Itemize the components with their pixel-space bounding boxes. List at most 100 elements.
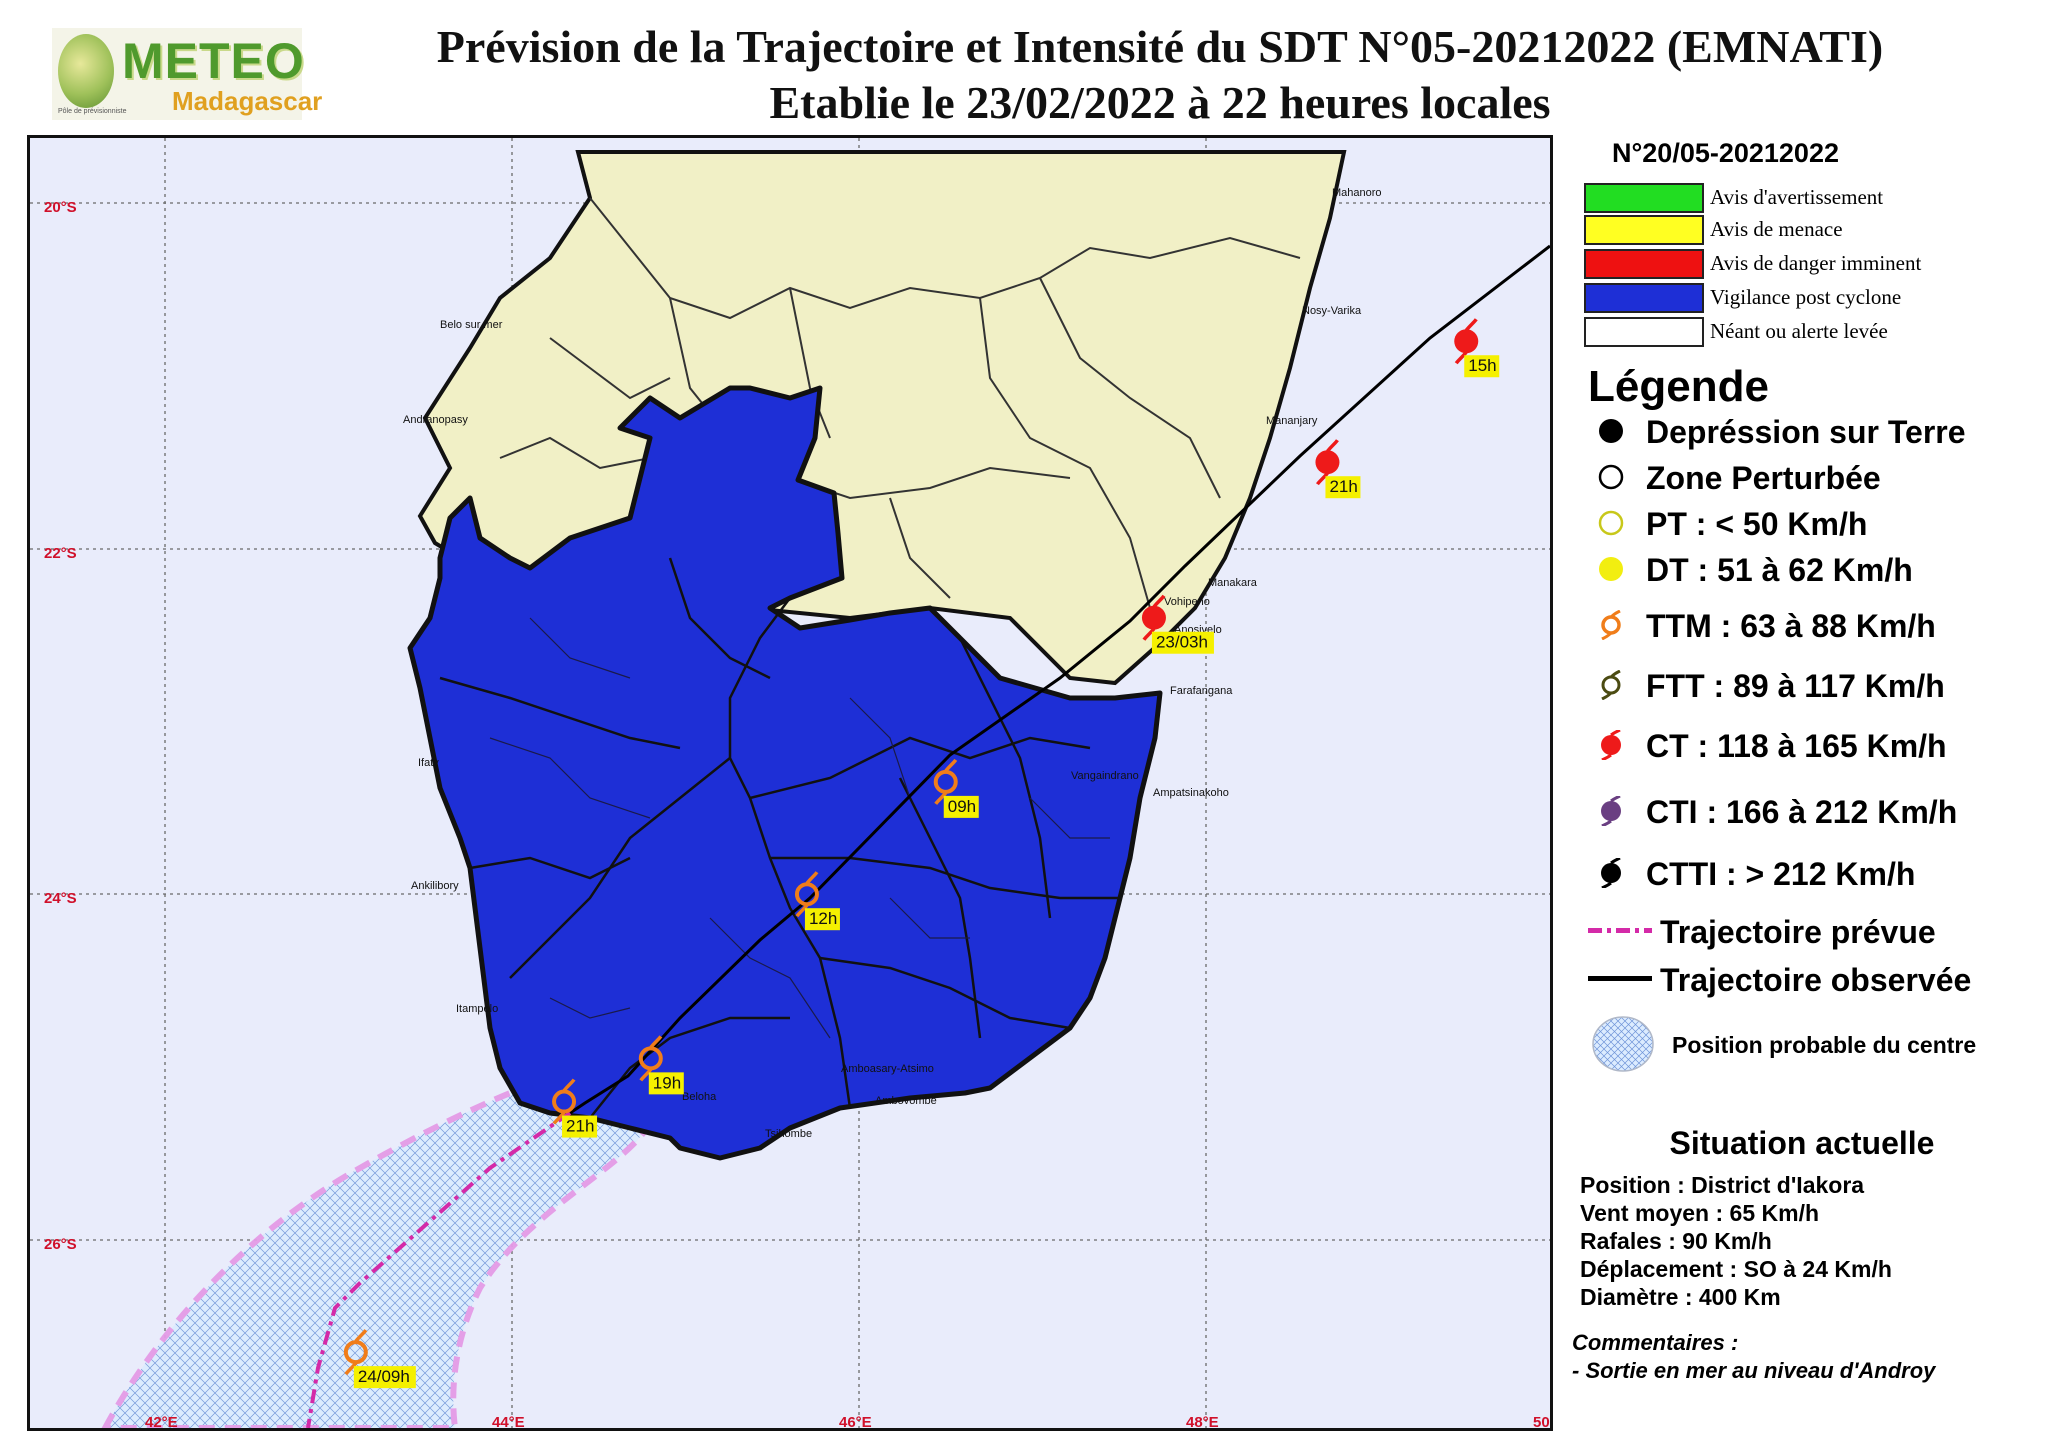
forecast-track-legend-icon [1588, 928, 1652, 933]
legend-row: PT : < 50 Km/h [1588, 502, 2028, 546]
lat-label: 22°S [44, 545, 77, 562]
legend-label: Position probable du centre [1672, 1032, 1977, 1058]
legend-label: FTT : 89 à 117 Km/h [1646, 668, 1945, 704]
filled-black-dot-icon [1599, 419, 1623, 443]
legend-row: Trajectoire observée [1588, 958, 2028, 1002]
time-tag-label: 21h [1329, 477, 1357, 496]
time-tag-label: 21h [566, 1117, 594, 1136]
time-tag: 19h [648, 1072, 684, 1095]
hollow-yellow-circle-icon [1598, 510, 1624, 536]
time-tag-label: 23/03h [1156, 633, 1208, 652]
alert-row: Vigilance post cyclone [1582, 283, 2002, 313]
legend-label: CTI : 166 à 212 Km/h [1646, 794, 1958, 830]
time-tag: 09h [943, 795, 979, 818]
forecast-track-line [306, 1111, 572, 1428]
city-label: Vangaindrano [1071, 770, 1139, 782]
city-label: Vohipeno [1164, 596, 1210, 608]
alert-row: Avis d'avertissement [1582, 183, 2002, 213]
district-borders-south-thin [489, 617, 1110, 1039]
filled-yellow-dot-icon [1599, 557, 1623, 581]
logo-tagline: Pôle de prévisionniste [58, 108, 127, 115]
orange-cyclone-icon [1601, 610, 1621, 640]
cyclone-position-marker [794, 871, 819, 918]
time-tag: 15h [1464, 355, 1500, 378]
globe-icon [58, 34, 114, 108]
lon-label: 44°E [492, 1414, 525, 1428]
cyclone-position-marker [343, 1329, 368, 1376]
lat-label: 26°S [44, 1236, 77, 1253]
legend-row: DT : 51 à 62 Km/h [1588, 548, 2028, 592]
logo-subtext: Madagascar [172, 86, 323, 116]
legend-row: Trajectoire prévue [1588, 910, 2028, 954]
track-markers: 15h 21h 23/03h 09h 12h 19h 21h 24/09h [343, 318, 1500, 1389]
bulletin-number: N°20/05-20212022 [1612, 138, 1839, 168]
hollow-circle-icon [1598, 464, 1624, 490]
alert-swatch [1584, 317, 1704, 347]
city-label: Ampatsinakoho [1153, 787, 1229, 799]
time-tag-label: 19h [653, 1073, 681, 1092]
time-tag: 24/09h [353, 1366, 416, 1389]
alert-row: Néant ou alerte levée [1582, 317, 2002, 347]
red-cyclone-icon [1601, 730, 1621, 760]
meteo-madagascar-logo: METEO Madagascar Pôle de prévisionniste [52, 28, 322, 120]
city-label: Ankilibory [411, 880, 459, 892]
city-label: Itampolo [456, 1003, 498, 1015]
city-label: Amboasary-Atsimo [841, 1063, 934, 1075]
situation-line: Diamètre : 400 Km [1580, 1284, 1781, 1310]
time-tag-label: 24/09h [358, 1367, 410, 1386]
situation-line: Déplacement : SO à 24 Km/h [1580, 1256, 1892, 1282]
city-labels: Mahanoro Nosy-Varika Belo sur mer Andran… [403, 187, 1382, 1140]
situation-line: Rafales : 90 Km/h [1580, 1228, 1772, 1254]
comment-line: - Sortie en mer au niveau d'Androy [1572, 1358, 1936, 1383]
legend-label: Trajectoire observée [1660, 962, 1972, 998]
city-label: Mananjary [1266, 415, 1318, 427]
time-tag-label: 09h [948, 797, 976, 816]
lat-label: 20°S [44, 199, 77, 216]
logo-text: METEO [122, 33, 305, 89]
legend-row: Depréssion sur Terre [1588, 410, 2028, 454]
city-label: Tsihombe [765, 1128, 812, 1140]
purple-cyclone-icon [1601, 796, 1621, 826]
alert-swatch [1584, 215, 1704, 245]
legend-row: TTM : 63 à 88 Km/h [1588, 604, 2028, 648]
alert-row: Avis de danger imminent [1582, 249, 2002, 279]
legend-title: Légende [1588, 362, 1769, 411]
legend-row: CTTI : > 212 Km/h [1588, 852, 2028, 896]
city-label: Nosy-Varika [1302, 305, 1362, 317]
legend-row: Position probable du centre [1588, 1012, 2028, 1078]
alert-row: Avis de menace [1582, 215, 2002, 245]
lat-label: 24°S [44, 890, 77, 907]
alert-swatch [1584, 183, 1704, 213]
latitude-labels: 20°S 22°S 24°S 26°S [44, 199, 77, 1253]
city-label: Farafangana [1170, 685, 1233, 697]
lon-label: 42°E [145, 1414, 178, 1428]
alert-label: Néant ou alerte levée [1710, 319, 1888, 343]
cyclone-position-marker [933, 758, 958, 805]
time-tag: 23/03h [1151, 631, 1214, 654]
city-label: Andranopasy [403, 414, 468, 426]
legend-label: PT : < 50 Km/h [1646, 506, 1868, 542]
legend-label: DT : 51 à 62 Km/h [1646, 552, 1913, 588]
lon-label: 50°E [1533, 1414, 1550, 1428]
city-label: Mahanoro [1332, 187, 1382, 199]
lon-label: 46°E [839, 1414, 872, 1428]
legend-label: Depréssion sur Terre [1646, 414, 1966, 450]
legend-label: CT : 118 à 165 Km/h [1646, 728, 1947, 764]
situation-title: Situation actuelle [1669, 1125, 1935, 1161]
city-label: Ambovombe [875, 1095, 937, 1107]
map-canvas: 20°S 22°S 24°S 26°S 42°E 44°E 46°E 48°E … [30, 138, 1550, 1428]
alert-label: Avis d'avertissement [1710, 185, 1884, 209]
city-label: Manakara [1208, 577, 1258, 589]
district-borders-south [439, 557, 1120, 1119]
time-tag: 12h [804, 908, 840, 931]
forecast-map[interactable]: 20°S 22°S 24°S 26°S 42°E 44°E 46°E 48°E … [27, 135, 1553, 1431]
legend-label: CTTI : > 212 Km/h [1646, 856, 1916, 892]
alert-swatch [1584, 249, 1704, 279]
legend-row: CT : 118 à 165 Km/h [1588, 724, 2028, 768]
observed-track-legend-icon [1588, 976, 1652, 981]
lon-label: 48°E [1186, 1414, 1219, 1428]
city-label: Belo sur mer [440, 319, 503, 331]
observed-track-line [569, 244, 1550, 1115]
situation-line: Position : District d'Iakora [1580, 1172, 1865, 1198]
city-label: Beloha [682, 1091, 717, 1103]
